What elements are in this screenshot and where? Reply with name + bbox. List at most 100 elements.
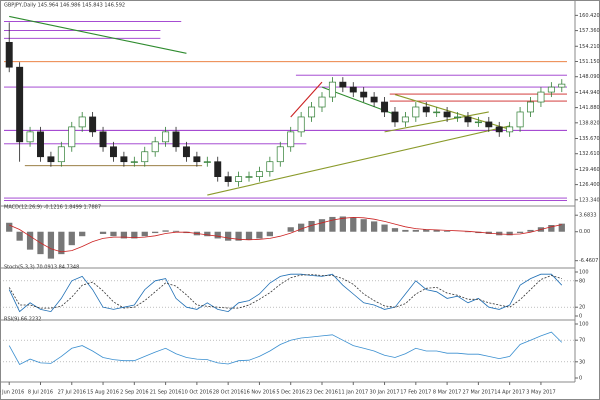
candle-body — [537, 91, 545, 103]
candle-body — [99, 131, 107, 148]
y-tick-label: 154.210 — [579, 44, 600, 50]
macd-bar — [433, 229, 440, 232]
candle-body — [474, 121, 482, 124]
candle-body — [422, 106, 430, 113]
x-tick-label: 8 Jul 2016 — [28, 390, 53, 396]
y-tick-label: 135.670 — [579, 136, 600, 142]
y-tick-label: 141.880 — [579, 105, 600, 111]
macd-bar — [516, 231, 524, 234]
candle-body — [412, 106, 420, 118]
x-tick-label: 8 Mar 2017 — [433, 390, 462, 396]
candle-body — [78, 116, 86, 128]
x-tick-label: 2 Sep 2016 — [120, 390, 149, 396]
macd-bar — [214, 231, 221, 239]
x-tick-label: 27 Jul 2016 — [58, 390, 86, 396]
y-tick-label: 132.610 — [579, 151, 600, 157]
candle-body — [527, 101, 534, 113]
candle-body — [57, 146, 65, 163]
indicator-line — [8, 273, 563, 313]
macd-bar — [120, 231, 128, 239]
candle-body — [245, 176, 253, 178]
x-tick-label: 21 Sep 2016 — [150, 390, 182, 396]
macd-bar — [110, 231, 117, 237]
indicator-line — [8, 331, 563, 366]
macd-bar — [308, 220, 315, 232]
candle-body — [328, 81, 336, 98]
macd-bar — [141, 231, 148, 237]
x-tick-label: 20 Jun 2016 — [0, 390, 24, 396]
x-tick-label: 28 Oct 2016 — [213, 390, 244, 396]
macd-bar — [58, 231, 65, 255]
macd-bar — [412, 229, 419, 232]
candle-body — [495, 126, 503, 133]
candle-body — [547, 86, 555, 93]
macd-bar — [558, 223, 565, 232]
candle-body — [89, 116, 97, 133]
candle-body — [47, 156, 55, 163]
candle-body — [162, 131, 170, 143]
candle-body — [349, 86, 357, 93]
y-tick-label: 80 — [579, 278, 585, 284]
macd-bar — [79, 231, 86, 237]
candle-body — [255, 171, 263, 177]
candle-body — [370, 96, 378, 103]
candle-body — [297, 116, 305, 133]
y-tick-label: 100 — [579, 322, 589, 328]
macd-bar — [172, 230, 180, 232]
candle-body — [182, 146, 190, 158]
panel-title: MACD(12,26,9) -0.1216 1.8499 1.7887 — [4, 205, 101, 211]
x-tick-label: 15 Aug 2016 — [87, 390, 119, 396]
candle-body — [506, 126, 514, 133]
x-tick-label: 5 Dec 2016 — [276, 390, 305, 396]
macd-bar — [391, 228, 399, 232]
candle-body — [16, 66, 24, 143]
candle-body — [130, 161, 138, 163]
macd-bar — [527, 229, 534, 232]
candle-body — [433, 111, 441, 114]
candle-body — [401, 116, 409, 123]
macd-bar — [402, 229, 409, 232]
macd-bar — [318, 219, 326, 232]
macd-bar — [245, 231, 253, 240]
candle-body — [235, 176, 243, 182]
macd-bar — [506, 231, 513, 236]
candle-body — [339, 81, 347, 88]
y-tick-label: 0 — [579, 314, 582, 320]
candle-body — [37, 131, 44, 158]
y-tick-label: 129.460 — [579, 167, 600, 173]
indicator-line — [9, 216, 562, 253]
y-tick-label: 0 — [579, 376, 582, 382]
candle-body — [558, 83, 566, 88]
macd-bar — [548, 225, 555, 232]
macd-bar — [496, 231, 503, 236]
trend-line — [384, 111, 489, 133]
macd-bar — [360, 219, 367, 232]
y-tick-label: 157.360 — [579, 28, 600, 34]
macd-bar — [443, 230, 451, 232]
candle-body — [26, 131, 34, 143]
candle-body — [151, 141, 159, 153]
y-tick-label: -6.4607 — [579, 258, 598, 264]
macd-bar — [339, 216, 346, 232]
panel-title: GBPJPY,Daily 145.964 146.986 145.843 146… — [4, 3, 125, 9]
candle-body — [443, 111, 451, 118]
y-tick-label: 160.420 — [579, 13, 600, 19]
x-tick-label: 16 Nov 2016 — [243, 390, 275, 396]
macd-bar — [152, 231, 159, 234]
macd-bar — [26, 231, 34, 250]
candle-body — [203, 161, 211, 163]
macd-bar — [256, 231, 263, 239]
macd-bar — [204, 231, 211, 237]
x-tick-label: 17 Feb 2017 — [400, 390, 431, 396]
y-tick-label: 151.150 — [579, 59, 600, 65]
x-tick-label: 23 Dec 2016 — [306, 390, 338, 396]
panel-title: RSI(9) 66.2232 — [4, 317, 41, 323]
y-tick-label: 123.340 — [579, 197, 600, 203]
candle-body — [464, 116, 472, 123]
y-tick-label: 30 — [579, 359, 585, 365]
macd-bar — [16, 231, 23, 241]
macd-bar — [423, 229, 430, 232]
candle-body — [485, 121, 493, 128]
